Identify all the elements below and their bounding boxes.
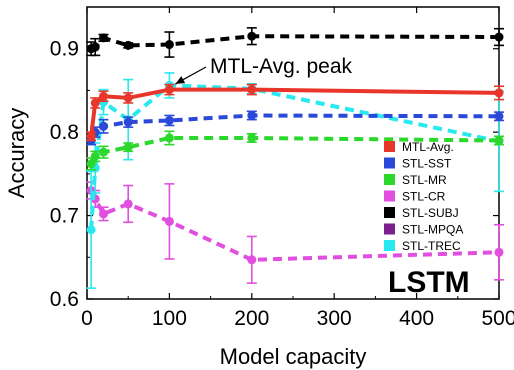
legend-label: MTL-Avg. bbox=[402, 140, 454, 154]
series-stl-mr bbox=[86, 130, 504, 171]
data-point bbox=[90, 42, 100, 52]
x-tick-label: 100 bbox=[152, 307, 187, 330]
data-point bbox=[86, 225, 96, 235]
legend-item-stl-cr: STL-CR bbox=[384, 190, 446, 204]
legend-label: STL-SUBJ bbox=[402, 206, 459, 220]
data-point bbox=[164, 115, 174, 125]
legend-swatch bbox=[384, 207, 395, 218]
legend-item-stl-sst: STL-SST bbox=[384, 157, 452, 171]
annotation-arrowhead bbox=[175, 76, 186, 84]
legend-swatch bbox=[384, 240, 395, 251]
legend-label: STL-MPQA bbox=[402, 223, 463, 237]
annotation-text: MTL-Avg. peak bbox=[210, 55, 353, 78]
y-axis-label: Accuracy bbox=[4, 108, 29, 198]
data-point bbox=[98, 33, 108, 43]
y-tick-label: 0.9 bbox=[50, 38, 79, 61]
legend-item-stl-mr: STL-MR bbox=[384, 173, 447, 187]
series-stl-subj bbox=[86, 27, 504, 58]
legend-item-stl-subj: STL-SUBJ bbox=[384, 206, 459, 220]
legend-swatch bbox=[384, 190, 395, 202]
x-tick-label: 500 bbox=[481, 307, 514, 330]
legend-swatch bbox=[384, 223, 395, 235]
data-point bbox=[494, 111, 504, 121]
series-mtl-avg bbox=[86, 83, 504, 142]
data-point bbox=[164, 40, 174, 50]
legend-swatch bbox=[384, 141, 395, 152]
legend-label: STL-SST bbox=[402, 157, 452, 171]
legend: MTL-Avg. STL-SST STL-MR STL-CR STL-SUBJ STL-M… bbox=[384, 140, 463, 253]
data-point bbox=[123, 199, 133, 209]
y-tick-label: 0.6 bbox=[50, 288, 79, 311]
data-point bbox=[247, 255, 257, 265]
data-point bbox=[494, 247, 504, 257]
data-point bbox=[247, 31, 257, 41]
x-tick-label: 400 bbox=[399, 307, 434, 330]
data-point bbox=[90, 98, 100, 108]
y-tick-label: 0.7 bbox=[50, 205, 79, 228]
data-point bbox=[247, 110, 257, 120]
legend-swatch bbox=[384, 174, 395, 185]
legend-item-stl-mpqa: STL-MPQA bbox=[384, 223, 463, 237]
legend-label: STL-CR bbox=[402, 190, 446, 204]
data-point bbox=[247, 133, 257, 143]
data-point bbox=[247, 85, 257, 95]
data-point bbox=[123, 40, 133, 50]
x-tick-label: 300 bbox=[317, 307, 352, 330]
x-axis-label: Model capacity bbox=[220, 344, 367, 369]
data-point bbox=[164, 133, 174, 143]
data-point bbox=[86, 131, 96, 141]
data-point bbox=[98, 91, 108, 101]
data-point bbox=[123, 142, 133, 152]
x-tick-label: 0 bbox=[81, 307, 93, 330]
y-tick-label: 0.8 bbox=[50, 121, 79, 144]
annotation-layer: MTL-Avg. peak bbox=[175, 55, 353, 85]
legend-label: STL-TREC bbox=[402, 239, 461, 253]
data-point bbox=[494, 88, 504, 98]
series-line-stl-subj bbox=[90, 34, 500, 51]
legend-item-stl-trec: STL-TREC bbox=[384, 239, 461, 253]
data-point bbox=[494, 32, 504, 42]
data-point bbox=[494, 135, 504, 145]
axis-ticks: 0 100 200 300 400 500 0.6 0.7 0.8 0.9 bbox=[50, 7, 514, 330]
legend-label: STL-MR bbox=[402, 173, 447, 187]
series-layer bbox=[86, 27, 504, 289]
x-tick-label: 200 bbox=[234, 307, 269, 330]
data-point bbox=[98, 209, 108, 219]
chart-badge: LSTM bbox=[388, 266, 470, 299]
data-point bbox=[98, 121, 108, 131]
data-point bbox=[164, 216, 174, 226]
legend-item-mtl-avg: MTL-Avg. bbox=[384, 140, 454, 154]
data-point bbox=[90, 151, 100, 161]
data-point bbox=[98, 147, 108, 157]
data-point bbox=[123, 93, 133, 103]
legend-swatch bbox=[384, 157, 395, 169]
data-point bbox=[123, 117, 133, 127]
data-point bbox=[164, 85, 174, 95]
